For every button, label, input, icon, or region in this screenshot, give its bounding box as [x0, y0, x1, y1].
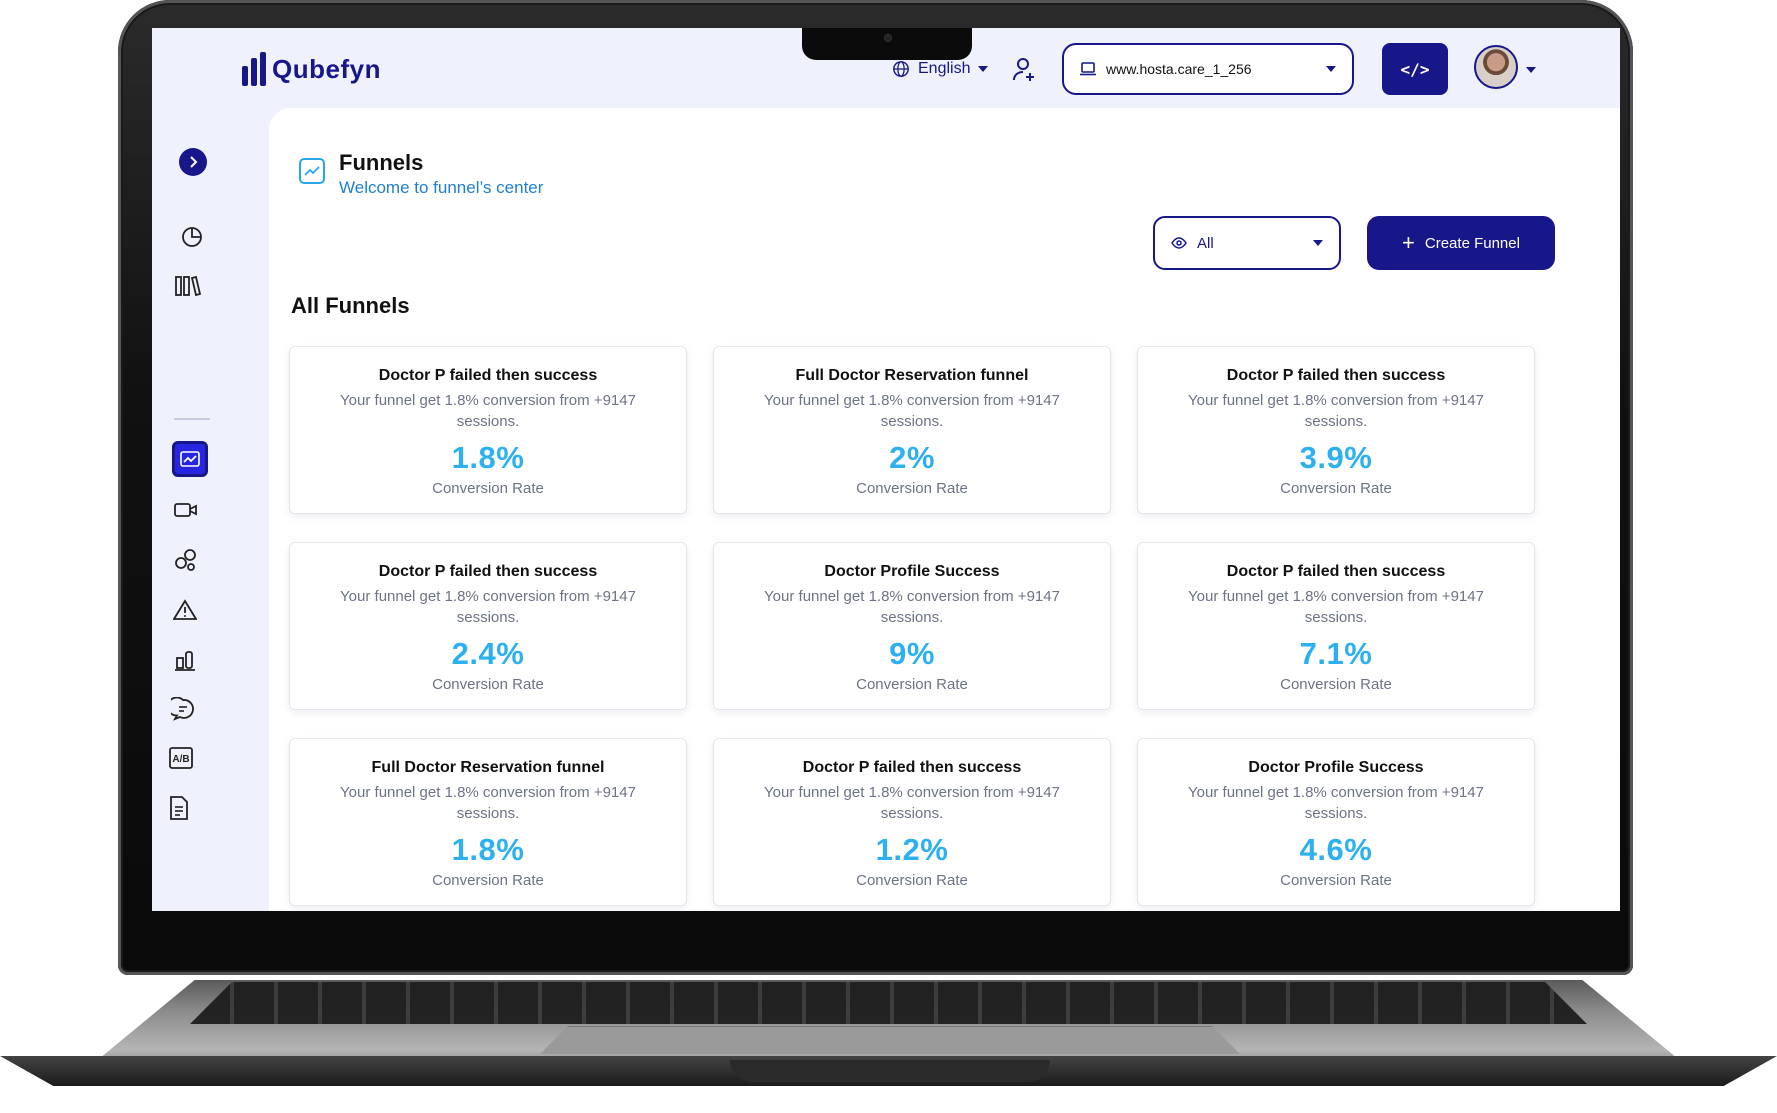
- conversion-rate-value: 9%: [889, 636, 935, 671]
- conversion-rate-value: 2.4%: [451, 636, 525, 671]
- warning-icon[interactable]: [165, 590, 205, 630]
- app-screen: Qubefyn English www.hosta.care_1_256 </>: [152, 28, 1620, 911]
- funnel-description: Your funnel get 1.8% conversion from +91…: [340, 784, 636, 822]
- visibility-filter[interactable]: All: [1153, 216, 1341, 270]
- chevron-down-icon[interactable]: [1526, 67, 1536, 73]
- funnel-description: Your funnel get 1.8% conversion from +91…: [1188, 392, 1484, 430]
- conversion-rate-value: 2%: [889, 440, 935, 475]
- funnel-trend-icon[interactable]: [172, 441, 208, 477]
- logo[interactable]: Qubefyn: [242, 52, 381, 86]
- pie-chart-icon[interactable]: [172, 216, 212, 256]
- bubbles-icon[interactable]: [166, 540, 206, 580]
- conversion-rate-value: 1.8%: [451, 440, 525, 475]
- funnel-title: Doctor P failed then success: [378, 563, 598, 580]
- conversion-rate-value: 7.1%: [1299, 636, 1373, 671]
- sidebar-divider: [174, 418, 210, 420]
- funnel-card[interactable]: Doctor P failed then success Your funnel …: [1137, 346, 1535, 514]
- eye-icon: [1171, 237, 1187, 249]
- funnel-title: Full Doctor Reservation funnel: [371, 759, 605, 776]
- funnel-card[interactable]: Full Doctor Reservation funnel Your funne…: [713, 346, 1111, 514]
- conversion-rate-label: Conversion Rate: [1280, 676, 1392, 693]
- globe-icon: [893, 61, 909, 77]
- funnel-card[interactable]: Doctor Profile Success Your funnel get 1.…: [713, 542, 1111, 710]
- document-icon[interactable]: [159, 788, 199, 828]
- funnel-title: Doctor P failed then success: [1226, 367, 1446, 384]
- funnel-description: Your funnel get 1.8% conversion from +91…: [764, 392, 1060, 430]
- funnel-description: Your funnel get 1.8% conversion from +91…: [1188, 784, 1484, 822]
- code-icon: </>: [1400, 59, 1430, 79]
- funnel-card[interactable]: Doctor Profile Success Your funnel get 1.…: [1137, 738, 1535, 906]
- logo-text: Qubefyn: [272, 53, 381, 84]
- funnel-description: Your funnel get 1.8% conversion from +91…: [340, 392, 636, 430]
- main-panel: Funnels Welcome to funnel’s center All +…: [269, 108, 1620, 911]
- laptop-base: [0, 960, 1777, 1110]
- keyboard: [190, 982, 1587, 1024]
- conversion-rate-label: Conversion Rate: [856, 872, 968, 889]
- ab-test-icon[interactable]: A/B: [161, 738, 201, 778]
- plus-icon: +: [1402, 230, 1415, 255]
- lid-opening-lip: [730, 1060, 1050, 1082]
- create-funnel-label: Create Funnel: [1424, 234, 1520, 252]
- avatar[interactable]: [1474, 45, 1518, 89]
- camera-notch: [802, 28, 972, 60]
- language-selector[interactable]: English: [892, 60, 989, 78]
- section-title: All Funnels: [291, 293, 410, 318]
- funnel-grid: Doctor P failed then success Your funnel …: [289, 346, 1549, 906]
- funnel-title: Doctor Profile Success: [1248, 759, 1424, 776]
- funnel-trend-icon: [299, 158, 325, 184]
- chat-icon[interactable]: [163, 689, 203, 729]
- site-selector-value: www.hosta.care_1_256: [1106, 61, 1252, 77]
- funnel-card[interactable]: Doctor P failed then success Your funnel …: [289, 346, 687, 514]
- conversion-rate-label: Conversion Rate: [432, 872, 544, 889]
- conversion-rate-label: Conversion Rate: [856, 676, 968, 693]
- conversion-rate-value: 1.8%: [451, 832, 525, 867]
- conversion-rate-label: Conversion Rate: [1280, 480, 1392, 497]
- top-bar: Qubefyn English www.hosta.care_1_256 </>: [152, 28, 1620, 108]
- funnel-description: Your funnel get 1.8% conversion from +91…: [1188, 588, 1484, 626]
- conversion-rate-value: 4.6%: [1299, 832, 1373, 867]
- funnel-title: Full Doctor Reservation funnel: [795, 367, 1029, 384]
- funnel-card[interactable]: Doctor P failed then success Your funnel …: [289, 542, 687, 710]
- language-label: English: [918, 60, 971, 77]
- page-title: Funnels: [339, 150, 424, 175]
- conversion-rate-label: Conversion Rate: [856, 480, 968, 497]
- chevron-down-icon: [1326, 66, 1336, 72]
- funnel-description: Your funnel get 1.8% conversion from +91…: [764, 588, 1060, 626]
- embed-code-button[interactable]: </>: [1382, 43, 1448, 95]
- create-funnel-button[interactable]: + Create Funnel: [1367, 216, 1555, 270]
- conversion-rate-label: Conversion Rate: [432, 676, 544, 693]
- funnel-title: Doctor P failed then success: [378, 367, 598, 384]
- conversion-rate-value: 3.9%: [1299, 440, 1373, 475]
- funnel-title: Doctor P failed then success: [1226, 563, 1446, 580]
- trackpad: [540, 1026, 1240, 1054]
- bar-chart-icon[interactable]: [165, 640, 205, 680]
- user-add-icon[interactable]: [1012, 56, 1038, 82]
- sidebar: A/B: [152, 108, 252, 911]
- funnel-title: Doctor Profile Success: [824, 563, 1000, 580]
- camera-icon: [884, 34, 892, 42]
- conversion-rate-label: Conversion Rate: [432, 480, 544, 497]
- video-icon[interactable]: [166, 490, 206, 530]
- funnel-card[interactable]: Doctor P failed then success Your funnel …: [1137, 542, 1535, 710]
- filter-value: All: [1197, 234, 1214, 252]
- page-subtitle: Welcome to funnel’s center: [339, 178, 544, 197]
- funnel-card[interactable]: Doctor P failed then success Your funnel …: [713, 738, 1111, 906]
- funnel-description: Your funnel get 1.8% conversion from +91…: [764, 784, 1060, 822]
- conversion-rate-label: Conversion Rate: [1280, 872, 1392, 889]
- funnel-description: Your funnel get 1.8% conversion from +91…: [340, 588, 636, 626]
- logo-bars-icon: [242, 52, 266, 86]
- chevron-down-icon: [1313, 240, 1323, 246]
- conversion-rate-value: 1.2%: [875, 832, 949, 867]
- laptop-icon: [1080, 62, 1096, 76]
- site-selector[interactable]: www.hosta.care_1_256: [1062, 43, 1354, 95]
- funnel-card[interactable]: Full Doctor Reservation funnel Your funne…: [289, 738, 687, 906]
- expand-icon[interactable]: [179, 148, 207, 176]
- library-icon[interactable]: [168, 266, 208, 306]
- funnel-title: Doctor P failed then success: [802, 759, 1022, 776]
- chevron-down-icon: [978, 66, 989, 72]
- svg-text:A/B: A/B: [172, 754, 189, 765]
